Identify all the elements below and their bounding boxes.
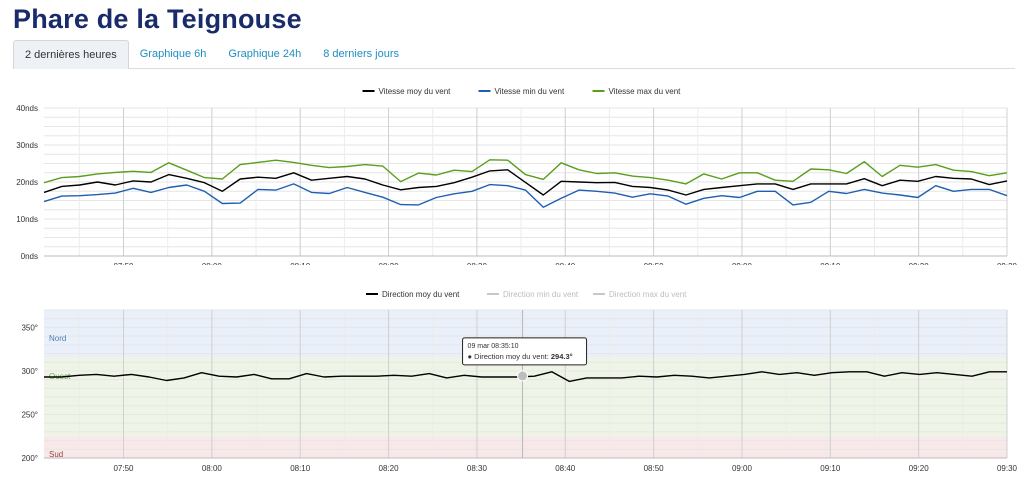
x-tick-label: 08:10 <box>290 262 311 265</box>
legend-item-0[interactable]: Vitesse moy du vent <box>362 87 452 96</box>
tab-2-dernieres-heures[interactable]: 2 dernières heures <box>13 40 129 69</box>
legend-item-2[interactable]: Vitesse max du vent <box>592 87 682 96</box>
y-tick-label: 40nds <box>16 104 38 113</box>
hover-marker[interactable] <box>517 370 529 382</box>
x-tick-label: 08:50 <box>644 464 665 473</box>
x-tick-label: 08:20 <box>379 262 400 265</box>
zone-label-sud: Sud <box>49 450 63 459</box>
legend-item-1[interactable]: Direction min du vent <box>487 290 579 299</box>
legend-label: Direction moy du vent <box>382 290 460 299</box>
y-tick-label: 0nds <box>21 252 38 261</box>
x-tick-label: 09:20 <box>909 262 930 265</box>
page-title: Phare de la Teignouse <box>13 4 302 34</box>
x-tick-label: 08:10 <box>290 464 311 473</box>
x-tick-label: 09:30 <box>997 464 1018 473</box>
series-line-1 <box>43 183 1008 208</box>
series-line-0 <box>43 169 1008 196</box>
wind-speed-chart: 0nds 10nds 20nds 30nds 40nds 07:50 08:00 08:10 0… <box>16 87 1018 265</box>
x-tick-label: 09:00 <box>732 464 753 473</box>
tooltip-time: 09 mar 08:35:10 <box>468 343 519 350</box>
tab-graphique-6h[interactable]: Graphique 6h <box>139 48 207 60</box>
tooltip-value-line: ● Direction moy du vent: 294.3° <box>468 352 573 361</box>
zone-label-nord: Nord <box>49 334 66 343</box>
legend-item-2[interactable]: Direction max du vent <box>593 290 687 299</box>
tooltip-box <box>462 337 588 366</box>
legend-label: Direction min du vent <box>503 290 579 299</box>
tab-bar: 2 dernières heures Graphique 6h Graphiqu… <box>13 40 1015 69</box>
zone-band-sud <box>44 436 1007 458</box>
y-tick-label: 300° <box>21 367 38 376</box>
y-tick-label: 20nds <box>16 178 38 187</box>
y-tick-label: 350° <box>21 323 38 332</box>
legend-item-1[interactable]: Vitesse min du vent <box>478 87 565 96</box>
tab-graphique-24h[interactable]: Graphique 24h <box>228 48 302 60</box>
tooltip: 09 mar 08:35:10 ● Direction moy du vent: … <box>462 337 588 366</box>
y-tick-label: 10nds <box>16 215 38 224</box>
x-tick-label: 08:00 <box>202 262 223 265</box>
y-tick-label: 200° <box>21 454 38 463</box>
legend-label: Vitesse min du vent <box>495 87 565 96</box>
tab-8-derniers-jours[interactable]: 8 derniers jours <box>323 48 400 60</box>
y-tick-label: 250° <box>21 410 38 419</box>
x-tick-label: 07:50 <box>113 464 134 473</box>
x-tick-label: 08:40 <box>555 464 576 473</box>
x-tick-label: 08:30 <box>467 262 488 265</box>
x-tick-label: 09:30 <box>997 262 1018 265</box>
x-tick-label: 08:30 <box>467 464 488 473</box>
y-tick-label: 30nds <box>16 141 38 150</box>
legend-label: Vitesse moy du vent <box>379 87 452 96</box>
x-tick-label: 08:20 <box>379 464 400 473</box>
legend-label: Vitesse max du vent <box>609 87 682 96</box>
x-tick-label: 09:20 <box>909 464 930 473</box>
legend-item-0[interactable]: Direction moy du vent <box>366 290 460 299</box>
x-tick-label: 08:40 <box>555 262 576 265</box>
x-tick-label: 09:10 <box>820 262 841 265</box>
x-tick-label: 09:10 <box>820 464 841 473</box>
x-tick-label: 08:50 <box>644 262 665 265</box>
x-tick-label: 08:00 <box>202 464 223 473</box>
series-line-2 <box>43 159 1008 185</box>
x-tick-label: 07:50 <box>113 262 134 265</box>
legend-label: Direction max du vent <box>609 290 687 299</box>
x-tick-label: 09:00 <box>732 262 753 265</box>
